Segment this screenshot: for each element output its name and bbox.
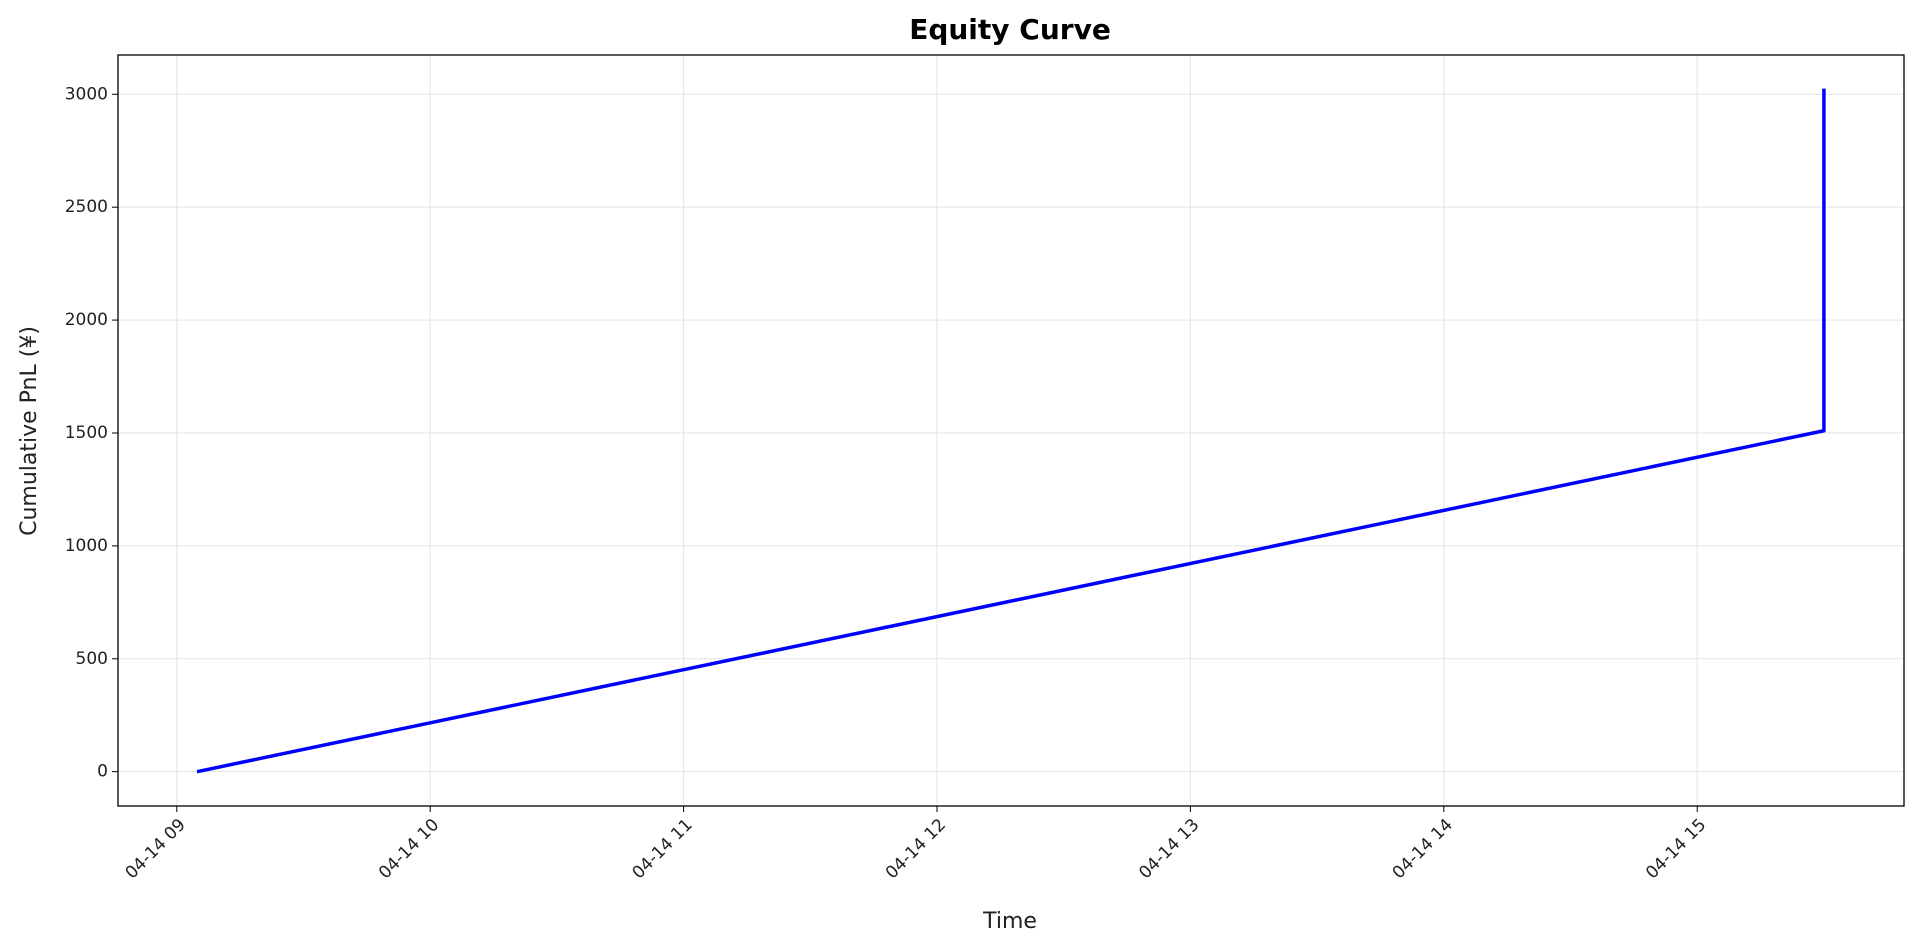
- y-tick-label: 2500: [65, 197, 108, 217]
- y-tick-label: 3000: [65, 84, 108, 104]
- y-tick-label: 0: [97, 762, 108, 782]
- y-tick-label: 1000: [65, 536, 108, 556]
- plot-frame: [117, 54, 1905, 807]
- y-tick-label: 500: [76, 649, 108, 669]
- x-tick-label: 04-14 13: [1135, 815, 1203, 883]
- x-tick-label: 04-14 14: [1389, 815, 1457, 883]
- x-tick-label: 04-14 11: [628, 815, 696, 883]
- y-axis-label: Cumulative PnL (¥): [17, 326, 42, 536]
- y-tick-label: 1500: [65, 423, 108, 443]
- x-tick-label: 04-14 10: [375, 815, 443, 883]
- y-tick-label: 2000: [65, 310, 108, 330]
- chart-title: Equity Curve: [909, 13, 1111, 46]
- x-tick-label: 04-14 09: [122, 815, 190, 883]
- x-axis-label: Time: [982, 909, 1037, 934]
- equity-line: [196, 88, 1826, 774]
- x-tick-label: 04-14 12: [882, 815, 950, 883]
- x-tick-label: 04-14 15: [1642, 815, 1710, 883]
